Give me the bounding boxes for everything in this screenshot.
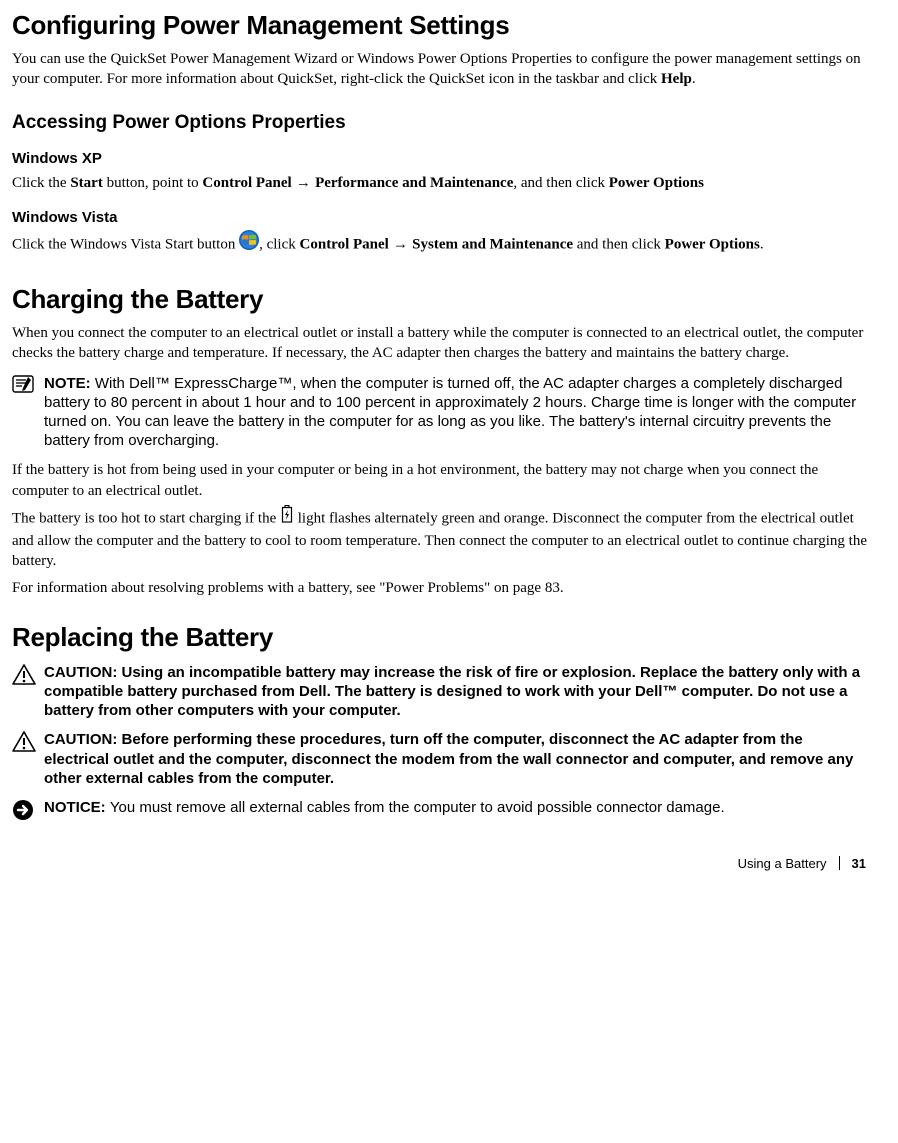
battery-charge-icon <box>280 505 294 529</box>
text: The battery is too hot to start charging… <box>12 510 280 526</box>
paragraph-windows-vista: Click the Windows Vista Start button , c… <box>12 232 870 258</box>
caution-callout-2: CAUTION: Before performing these procedu… <box>12 730 870 788</box>
text-control-panel-bold: Control Panel <box>300 236 389 252</box>
footer-title: Using a Battery <box>738 856 827 871</box>
arrow-icon: → <box>292 174 315 191</box>
text: . <box>692 71 696 87</box>
text-power-options-bold: Power Options <box>609 175 704 191</box>
arrow-icon: → <box>389 235 412 252</box>
text: , click <box>259 236 299 252</box>
text: . <box>760 236 764 252</box>
paragraph-intro: You can use the QuickSet Power Managemen… <box>12 49 870 90</box>
note-label: NOTE: <box>44 375 95 392</box>
notice-text: NOTICE: You must remove all external cab… <box>44 798 725 817</box>
heading-configuring-power: Configuring Power Management Settings <box>12 10 870 41</box>
caution-icon <box>12 664 40 691</box>
paragraph-charging-3: The battery is too hot to start charging… <box>12 507 870 572</box>
note-callout: NOTE: With Dell™ ExpressCharge™, when th… <box>12 374 870 451</box>
heading-windows-xp: Windows XP <box>12 150 870 167</box>
text-power-options-bold: Power Options <box>665 236 760 252</box>
text-system-maint-bold: System and Maintenance <box>412 236 573 252</box>
paragraph-charging-2: If the battery is hot from being used in… <box>12 460 870 501</box>
text: , and then click <box>513 175 608 191</box>
text-help-bold: Help <box>661 71 692 87</box>
footer-page-number: 31 <box>852 856 866 871</box>
text-start-bold: Start <box>70 175 103 191</box>
note-icon <box>12 375 40 398</box>
windows-vista-start-icon <box>239 230 259 256</box>
text-control-panel-bold: Control Panel <box>202 175 291 191</box>
document-page: Configuring Power Management Settings Yo… <box>0 0 898 891</box>
caution-label: CAUTION: <box>44 664 122 681</box>
notice-callout: NOTICE: You must remove all external cab… <box>12 798 870 826</box>
caution-callout-1: CAUTION: Using an incompatible battery m… <box>12 663 870 721</box>
paragraph-charging-4: For information about resolving problems… <box>12 578 870 598</box>
heading-replacing-battery: Replacing the Battery <box>12 622 870 653</box>
heading-charging-battery: Charging the Battery <box>12 284 870 315</box>
text: Click the Windows Vista Start button <box>12 236 239 252</box>
text: button, point to <box>103 175 203 191</box>
caution-icon <box>12 731 40 758</box>
paragraph-charging-1: When you connect the computer to an elec… <box>12 323 870 364</box>
text: and then click <box>573 236 665 252</box>
text: You can use the QuickSet Power Managemen… <box>12 51 861 87</box>
page-footer: Using a Battery 31 <box>12 856 870 871</box>
caution-text-2: CAUTION: Before performing these procedu… <box>44 730 870 788</box>
caution-body: Using an incompatible battery may increa… <box>44 664 860 719</box>
paragraph-windows-xp: Click the Start button, point to Control… <box>12 173 870 193</box>
text: Click the <box>12 175 70 191</box>
notice-label: NOTICE: <box>44 799 110 816</box>
caution-body: Before performing these procedures, turn… <box>44 731 853 786</box>
note-body: With Dell™ ExpressCharge™, when the comp… <box>44 375 856 450</box>
notice-icon <box>12 799 40 826</box>
note-text: NOTE: With Dell™ ExpressCharge™, when th… <box>44 374 870 451</box>
heading-windows-vista: Windows Vista <box>12 209 870 226</box>
caution-label: CAUTION: <box>44 731 122 748</box>
caution-text-1: CAUTION: Using an incompatible battery m… <box>44 663 870 721</box>
heading-accessing-power-options: Accessing Power Options Properties <box>12 112 870 134</box>
footer-separator <box>839 856 840 870</box>
notice-body: You must remove all external cables from… <box>110 799 725 816</box>
text-performance-bold: Performance and Maintenance <box>315 175 513 191</box>
